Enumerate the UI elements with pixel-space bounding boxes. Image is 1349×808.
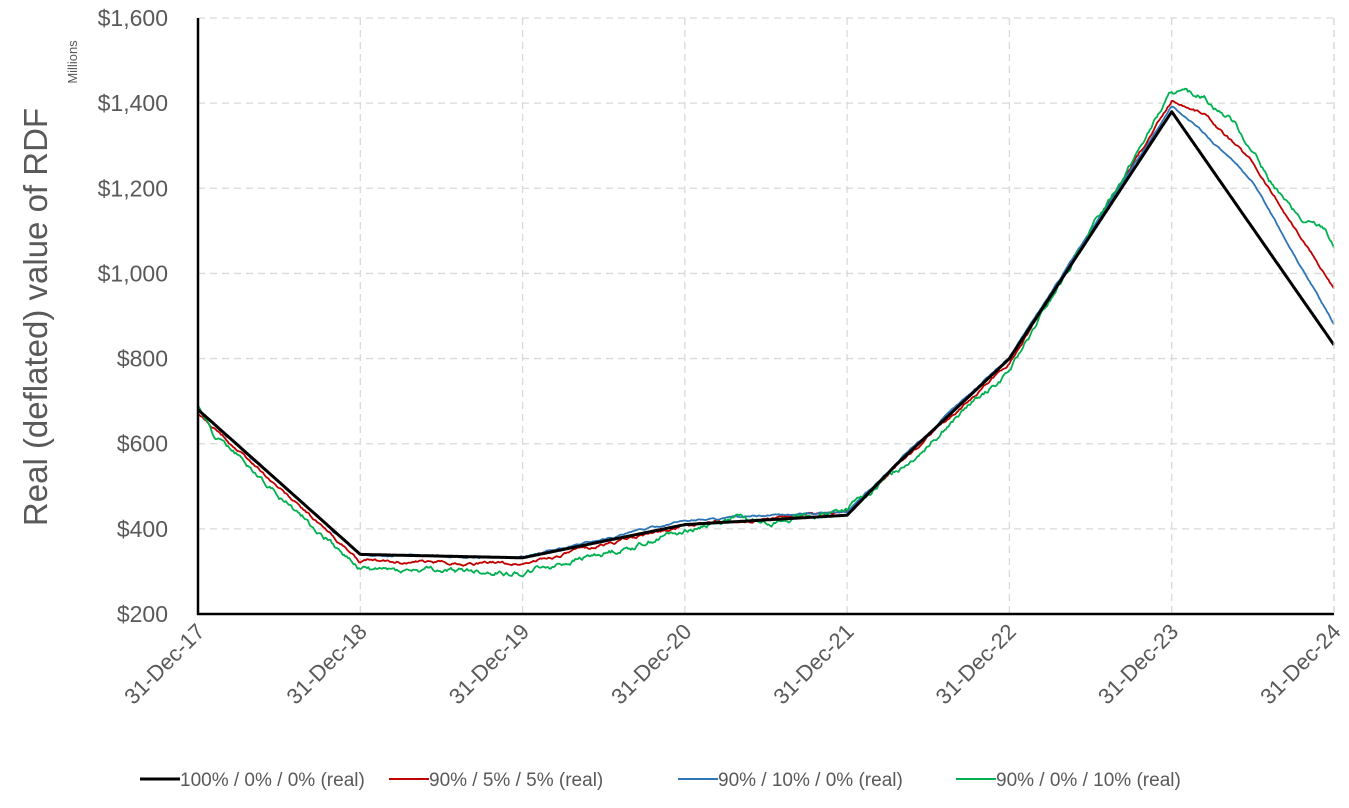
legend-label: 100% / 0% / 0% (real) bbox=[180, 770, 365, 791]
legend: 100% / 0% / 0% (real) 90% / 5% / 5% (real… bbox=[140, 770, 1181, 791]
gridlines bbox=[198, 17, 1335, 614]
x-tick-label: 31-Dec-21 bbox=[768, 619, 858, 709]
x-tick-label: 31-Dec-18 bbox=[282, 619, 372, 709]
axes bbox=[196, 18, 1335, 616]
x-tick-label: 31-Dec-23 bbox=[1093, 619, 1183, 709]
y-tick-label: $200 bbox=[117, 601, 168, 627]
y-tick-label: $1,000 bbox=[98, 260, 168, 286]
series-line bbox=[197, 87, 1335, 578]
legend-label: 90% / 0% / 10% (real) bbox=[996, 770, 1181, 791]
y-tick-labels: $200 $400 $600 $800 $1,000 $1,200 $1,400 $1,600 bbox=[98, 5, 168, 627]
x-tick-label: 31-Dec-19 bbox=[444, 619, 534, 709]
series-line bbox=[197, 110, 1336, 560]
y-tick-label: $1,600 bbox=[98, 5, 168, 31]
y-tick-label: $800 bbox=[117, 346, 168, 372]
y-tick-label: $400 bbox=[117, 516, 168, 542]
x-tick-label: 31-Dec-17 bbox=[119, 619, 209, 709]
x-tick-label: 31-Dec-24 bbox=[1255, 619, 1345, 709]
y-units-label: Millions bbox=[65, 40, 80, 84]
x-tick-labels: 31-Dec-17 31-Dec-18 31-Dec-19 31-Dec-20 31-D… bbox=[119, 619, 1345, 709]
y-axis-label: Real (deflated) value of RDF bbox=[17, 108, 54, 526]
x-tick-label: 31-Dec-20 bbox=[606, 619, 696, 709]
x-tick-label: 31-Dec-22 bbox=[931, 619, 1021, 709]
series-line bbox=[197, 100, 1335, 567]
legend-label: 90% / 10% / 0% (real) bbox=[718, 770, 903, 791]
y-tick-label: $1,400 bbox=[98, 90, 168, 116]
series-lines bbox=[197, 87, 1336, 578]
y-tick-label: $600 bbox=[117, 431, 168, 457]
legend-label: 90% / 5% / 5% (real) bbox=[429, 770, 603, 791]
series-line bbox=[197, 105, 1335, 559]
y-tick-label: $1,200 bbox=[98, 175, 168, 201]
